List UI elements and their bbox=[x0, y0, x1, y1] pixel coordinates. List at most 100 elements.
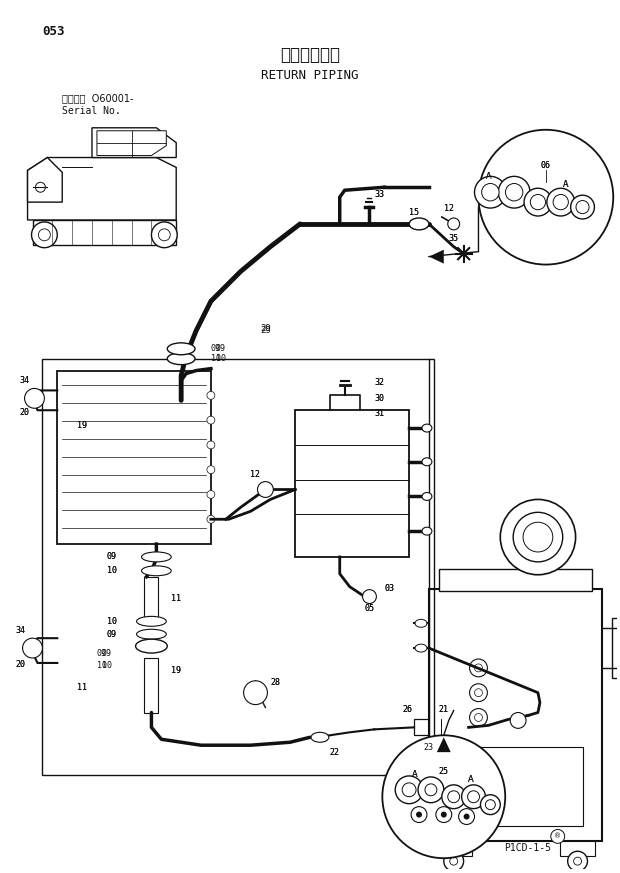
Text: 34: 34 bbox=[16, 626, 25, 635]
Ellipse shape bbox=[136, 639, 167, 653]
Circle shape bbox=[448, 218, 459, 230]
Circle shape bbox=[448, 791, 459, 802]
Text: 33: 33 bbox=[374, 189, 384, 199]
Text: 09: 09 bbox=[211, 344, 221, 354]
Circle shape bbox=[257, 482, 273, 498]
Ellipse shape bbox=[141, 552, 171, 562]
Text: 09: 09 bbox=[216, 344, 226, 354]
Circle shape bbox=[416, 812, 422, 817]
Circle shape bbox=[474, 689, 482, 697]
Text: 10: 10 bbox=[211, 354, 221, 363]
Text: 03: 03 bbox=[384, 584, 394, 593]
Text: ®: ® bbox=[554, 834, 561, 839]
Ellipse shape bbox=[422, 457, 432, 465]
Circle shape bbox=[469, 709, 487, 726]
Circle shape bbox=[464, 814, 469, 820]
Circle shape bbox=[207, 515, 215, 523]
Circle shape bbox=[547, 189, 575, 216]
Circle shape bbox=[462, 785, 485, 808]
Circle shape bbox=[474, 664, 482, 672]
FancyBboxPatch shape bbox=[436, 842, 472, 856]
Text: A: A bbox=[563, 180, 569, 189]
Text: RETURN PIPING: RETURN PIPING bbox=[261, 69, 359, 82]
Circle shape bbox=[568, 851, 588, 871]
Text: 32: 32 bbox=[374, 378, 384, 387]
Text: 11: 11 bbox=[77, 684, 87, 692]
Text: 21: 21 bbox=[439, 705, 449, 714]
FancyBboxPatch shape bbox=[144, 658, 158, 712]
Circle shape bbox=[498, 176, 530, 208]
Circle shape bbox=[436, 807, 452, 822]
Circle shape bbox=[363, 589, 376, 603]
Circle shape bbox=[207, 391, 215, 399]
Circle shape bbox=[418, 777, 444, 802]
Text: 05: 05 bbox=[365, 604, 374, 613]
Circle shape bbox=[207, 416, 215, 424]
Circle shape bbox=[505, 183, 523, 201]
FancyBboxPatch shape bbox=[295, 410, 409, 557]
Circle shape bbox=[207, 441, 215, 449]
Text: P1CD-1-5: P1CD-1-5 bbox=[505, 843, 552, 853]
Text: 30: 30 bbox=[374, 394, 384, 402]
Ellipse shape bbox=[136, 629, 166, 639]
Text: 09: 09 bbox=[102, 649, 112, 657]
Circle shape bbox=[158, 229, 170, 241]
Text: 05: 05 bbox=[365, 604, 374, 613]
Circle shape bbox=[500, 499, 575, 574]
Text: 26: 26 bbox=[402, 705, 412, 714]
FancyBboxPatch shape bbox=[434, 747, 583, 827]
Text: 12: 12 bbox=[250, 471, 260, 479]
Text: 10: 10 bbox=[107, 617, 117, 626]
FancyBboxPatch shape bbox=[613, 618, 620, 677]
Circle shape bbox=[524, 189, 552, 216]
Text: 15: 15 bbox=[409, 208, 419, 217]
Circle shape bbox=[474, 713, 482, 721]
Polygon shape bbox=[97, 131, 166, 155]
Polygon shape bbox=[92, 127, 176, 157]
Circle shape bbox=[22, 638, 42, 658]
Ellipse shape bbox=[311, 732, 329, 742]
Text: 11: 11 bbox=[77, 684, 87, 692]
Ellipse shape bbox=[415, 644, 427, 652]
Circle shape bbox=[383, 735, 505, 858]
Text: 03: 03 bbox=[384, 584, 394, 593]
Circle shape bbox=[25, 388, 45, 409]
Ellipse shape bbox=[167, 353, 195, 365]
Text: A: A bbox=[412, 771, 418, 780]
Text: 15: 15 bbox=[409, 208, 419, 217]
Text: 32: 32 bbox=[374, 378, 384, 387]
Text: 12: 12 bbox=[250, 471, 260, 479]
Circle shape bbox=[479, 768, 487, 776]
Polygon shape bbox=[27, 157, 62, 203]
Text: 34: 34 bbox=[20, 376, 30, 385]
Text: 34: 34 bbox=[16, 626, 25, 635]
Circle shape bbox=[395, 776, 423, 804]
Circle shape bbox=[574, 857, 582, 865]
Text: 10: 10 bbox=[97, 662, 107, 670]
Text: 10: 10 bbox=[102, 662, 112, 670]
Circle shape bbox=[469, 659, 487, 677]
Text: 20: 20 bbox=[16, 661, 25, 670]
Ellipse shape bbox=[422, 492, 432, 500]
Circle shape bbox=[425, 784, 437, 796]
Circle shape bbox=[530, 195, 546, 210]
Circle shape bbox=[482, 183, 499, 201]
Text: 11: 11 bbox=[171, 594, 181, 603]
Text: 31: 31 bbox=[374, 409, 384, 417]
Circle shape bbox=[454, 798, 463, 806]
Text: 06: 06 bbox=[541, 161, 551, 170]
Circle shape bbox=[510, 712, 526, 728]
Text: 10: 10 bbox=[107, 567, 117, 575]
FancyBboxPatch shape bbox=[414, 719, 469, 735]
Ellipse shape bbox=[141, 566, 171, 575]
Text: 10: 10 bbox=[216, 354, 226, 363]
Text: 053: 053 bbox=[42, 25, 65, 38]
Text: 30: 30 bbox=[374, 394, 384, 402]
Circle shape bbox=[467, 791, 479, 802]
Circle shape bbox=[551, 829, 565, 843]
FancyBboxPatch shape bbox=[57, 371, 211, 544]
Text: 22: 22 bbox=[330, 747, 340, 757]
Text: 31: 31 bbox=[374, 409, 384, 417]
Polygon shape bbox=[429, 250, 444, 264]
Text: A: A bbox=[412, 771, 418, 780]
